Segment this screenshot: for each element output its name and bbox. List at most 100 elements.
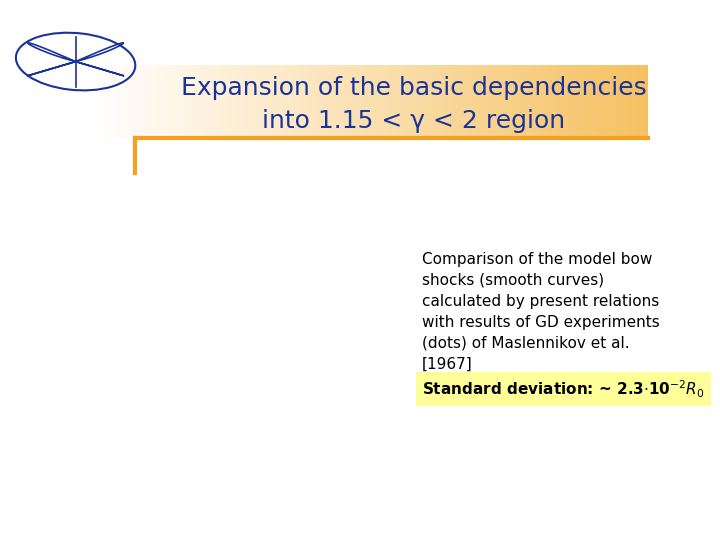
- Bar: [280, 65, 282, 138]
- Bar: [536, 65, 539, 138]
- Bar: [587, 65, 590, 138]
- Bar: [623, 65, 626, 138]
- Bar: [324, 65, 327, 138]
- Bar: [168, 65, 171, 138]
- Bar: [238, 65, 240, 138]
- Bar: [151, 65, 154, 138]
- Bar: [425, 65, 428, 138]
- Bar: [291, 65, 294, 138]
- Bar: [358, 65, 361, 138]
- Bar: [193, 65, 196, 138]
- Bar: [428, 65, 431, 138]
- Bar: [341, 65, 344, 138]
- Bar: [174, 65, 176, 138]
- Bar: [598, 65, 600, 138]
- Bar: [503, 65, 505, 138]
- Bar: [534, 65, 536, 138]
- Bar: [213, 65, 215, 138]
- Bar: [612, 65, 615, 138]
- Bar: [344, 65, 347, 138]
- Bar: [402, 65, 405, 138]
- Bar: [171, 65, 174, 138]
- Bar: [235, 65, 238, 138]
- Bar: [595, 65, 598, 138]
- Bar: [338, 65, 341, 138]
- Bar: [313, 65, 316, 138]
- Bar: [377, 65, 380, 138]
- Bar: [145, 65, 148, 138]
- Bar: [190, 65, 193, 138]
- Bar: [199, 65, 202, 138]
- Bar: [182, 65, 185, 138]
- Bar: [453, 65, 456, 138]
- Bar: [545, 65, 547, 138]
- Bar: [553, 65, 556, 138]
- Bar: [185, 65, 188, 138]
- Bar: [539, 65, 542, 138]
- Bar: [333, 65, 336, 138]
- Bar: [166, 65, 168, 138]
- Bar: [302, 65, 305, 138]
- Bar: [249, 65, 252, 138]
- Bar: [288, 65, 291, 138]
- Bar: [271, 65, 274, 138]
- Bar: [626, 65, 629, 138]
- Bar: [140, 65, 143, 138]
- Bar: [511, 65, 514, 138]
- Bar: [221, 65, 224, 138]
- Bar: [258, 65, 260, 138]
- Bar: [575, 65, 578, 138]
- Bar: [138, 65, 140, 138]
- Bar: [645, 65, 648, 138]
- Bar: [104, 65, 107, 138]
- Bar: [441, 65, 444, 138]
- Bar: [196, 65, 199, 138]
- Bar: [330, 65, 333, 138]
- Bar: [400, 65, 402, 138]
- Bar: [366, 65, 369, 138]
- Bar: [230, 65, 233, 138]
- Bar: [603, 65, 606, 138]
- Bar: [617, 65, 620, 138]
- Bar: [456, 65, 459, 138]
- Bar: [143, 65, 145, 138]
- Bar: [124, 65, 126, 138]
- Bar: [397, 65, 400, 138]
- Bar: [567, 65, 570, 138]
- Bar: [179, 65, 182, 138]
- Bar: [297, 65, 300, 138]
- Bar: [347, 65, 349, 138]
- Bar: [121, 65, 124, 138]
- Bar: [606, 65, 609, 138]
- Bar: [218, 65, 221, 138]
- Bar: [634, 65, 636, 138]
- Bar: [319, 65, 322, 138]
- Bar: [505, 65, 508, 138]
- Bar: [263, 65, 266, 138]
- Bar: [176, 65, 179, 138]
- Bar: [472, 65, 475, 138]
- Bar: [96, 65, 99, 138]
- Bar: [294, 65, 297, 138]
- Text: Comparison of the model bow
shocks (smooth curves)
calculated by present relatio: Comparison of the model bow shocks (smoo…: [422, 252, 660, 372]
- Bar: [520, 65, 523, 138]
- Bar: [629, 65, 631, 138]
- Bar: [352, 65, 355, 138]
- Bar: [486, 65, 489, 138]
- Bar: [336, 65, 338, 138]
- Bar: [562, 65, 564, 138]
- Bar: [160, 65, 163, 138]
- Bar: [369, 65, 372, 138]
- Bar: [438, 65, 441, 138]
- Bar: [478, 65, 481, 138]
- Bar: [464, 65, 467, 138]
- Bar: [163, 65, 166, 138]
- Bar: [609, 65, 612, 138]
- Text: Standard deviation: ~ 2.3$\cdot$10$^{-2}$$R_0$: Standard deviation: ~ 2.3$\cdot$10$^{-2}…: [422, 379, 705, 400]
- Bar: [542, 65, 545, 138]
- Bar: [285, 65, 288, 138]
- Bar: [107, 65, 109, 138]
- Bar: [419, 65, 422, 138]
- Bar: [115, 65, 118, 138]
- Bar: [405, 65, 408, 138]
